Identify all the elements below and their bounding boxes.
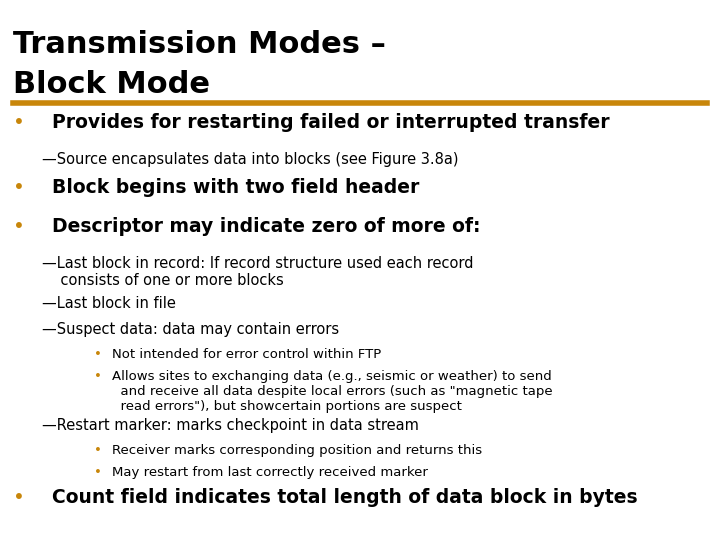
Text: •: • <box>94 348 102 361</box>
Text: Block begins with two field header: Block begins with two field header <box>52 178 419 197</box>
Text: —Restart marker: marks checkpoint in data stream: —Restart marker: marks checkpoint in dat… <box>42 418 418 434</box>
Text: May restart from last correctly received marker: May restart from last correctly received… <box>112 466 428 479</box>
Text: •: • <box>94 370 102 383</box>
Text: —Source encapsulates data into blocks (see Figure 3.8a): —Source encapsulates data into blocks (s… <box>42 152 458 167</box>
Text: •: • <box>94 444 102 457</box>
Text: Descriptor may indicate zero of more of:: Descriptor may indicate zero of more of: <box>52 217 480 236</box>
Text: —Suspect data: data may contain errors: —Suspect data: data may contain errors <box>42 322 339 338</box>
Text: Receiver marks corresponding position and returns this: Receiver marks corresponding position an… <box>112 444 482 457</box>
Text: •: • <box>13 113 24 132</box>
Text: Block Mode: Block Mode <box>13 70 210 99</box>
Text: •: • <box>13 178 24 197</box>
Text: —Last block in record: If record structure used each record
    consists of one : —Last block in record: If record structu… <box>42 256 473 288</box>
Text: Provides for restarting failed or interrupted transfer: Provides for restarting failed or interr… <box>52 113 609 132</box>
Text: Count field indicates total length of data block in bytes: Count field indicates total length of da… <box>52 488 637 507</box>
Text: Not intended for error control within FTP: Not intended for error control within FT… <box>112 348 381 361</box>
Text: •: • <box>13 217 24 236</box>
Text: Allows sites to exchanging data (e.g., seismic or weather) to send
  and receive: Allows sites to exchanging data (e.g., s… <box>112 370 552 413</box>
Text: •: • <box>94 466 102 479</box>
Text: Transmission Modes –: Transmission Modes – <box>13 30 386 59</box>
Text: —Last block in file: —Last block in file <box>42 296 176 312</box>
Text: •: • <box>13 488 24 507</box>
